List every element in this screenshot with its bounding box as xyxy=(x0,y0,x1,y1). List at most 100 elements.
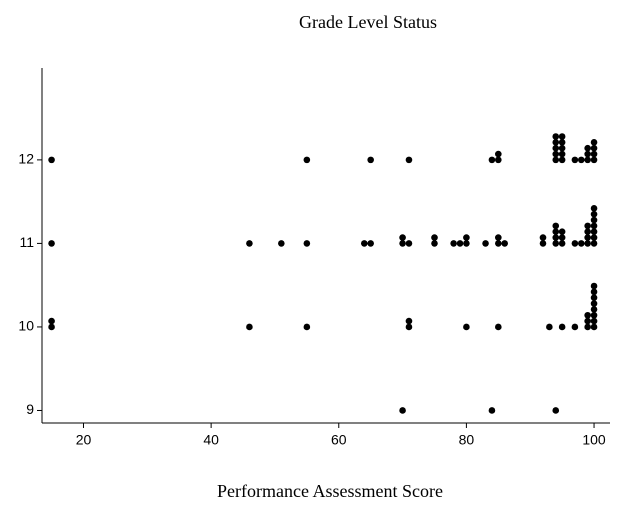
data-point xyxy=(48,156,55,164)
data-point xyxy=(488,156,496,164)
data-point xyxy=(399,407,406,414)
data-point xyxy=(590,300,598,307)
data-point xyxy=(539,240,547,247)
data-point xyxy=(405,240,413,247)
data-point xyxy=(405,156,413,164)
data-point xyxy=(584,240,591,247)
data-point xyxy=(48,317,55,325)
data-point xyxy=(431,240,438,247)
data-point xyxy=(495,323,502,331)
y-tick-label: 10 xyxy=(18,318,34,334)
data-point xyxy=(590,282,598,290)
data-point xyxy=(450,240,457,247)
data-point xyxy=(571,323,579,331)
data-point xyxy=(546,323,553,331)
y-tick-label: 11 xyxy=(19,234,34,250)
data-point xyxy=(558,228,566,236)
data-point xyxy=(501,240,508,247)
data-point xyxy=(558,133,566,140)
data-point xyxy=(488,407,496,414)
data-point xyxy=(590,317,598,325)
data-point xyxy=(48,240,55,247)
x-tick-label: 100 xyxy=(582,432,606,448)
data-point xyxy=(590,240,598,247)
data-point xyxy=(571,240,579,247)
data-point xyxy=(552,133,560,140)
x-tick-label: 60 xyxy=(331,432,347,448)
data-point xyxy=(590,306,598,313)
data-point xyxy=(463,323,470,331)
data-point xyxy=(431,234,438,241)
data-point xyxy=(584,323,591,331)
data-point xyxy=(552,222,560,230)
data-point xyxy=(495,150,502,158)
data-point xyxy=(590,294,598,302)
data-point xyxy=(558,139,566,146)
data-point xyxy=(590,150,598,158)
data-point xyxy=(590,222,598,230)
data-point xyxy=(405,317,413,325)
data-point xyxy=(360,240,368,247)
data-point xyxy=(590,210,598,218)
data-point xyxy=(590,288,598,296)
data-point xyxy=(399,240,406,247)
data-point xyxy=(584,317,591,325)
data-point xyxy=(552,156,560,164)
data-point xyxy=(246,240,253,247)
data-point xyxy=(456,240,464,247)
x-tick-label: 80 xyxy=(459,432,475,448)
y-tick-label: 9 xyxy=(26,401,34,417)
data-point xyxy=(590,311,598,319)
data-point xyxy=(552,150,560,158)
data-point xyxy=(303,156,311,164)
data-point xyxy=(246,323,253,331)
data-point xyxy=(552,139,560,146)
data-point xyxy=(558,156,566,164)
chart-title: Grade Level Status xyxy=(299,12,437,32)
data-point xyxy=(571,156,579,164)
data-point xyxy=(590,144,598,152)
data-point xyxy=(558,150,566,158)
data-point xyxy=(463,240,470,247)
data-point xyxy=(405,323,413,331)
data-point xyxy=(584,144,591,152)
data-point xyxy=(552,407,560,414)
data-point xyxy=(558,144,566,152)
data-point xyxy=(552,228,560,236)
data-point xyxy=(558,323,566,331)
data-point xyxy=(584,234,591,241)
data-point xyxy=(590,156,598,164)
data-point xyxy=(278,240,285,247)
data-point xyxy=(552,240,560,247)
x-tick-label: 40 xyxy=(203,432,219,448)
data-point xyxy=(584,228,591,236)
data-point xyxy=(590,323,598,331)
data-point xyxy=(552,144,560,152)
data-point xyxy=(552,234,560,241)
data-point xyxy=(48,323,55,331)
data-point xyxy=(590,234,598,241)
data-point xyxy=(399,234,406,241)
data-point xyxy=(558,240,566,247)
data-point xyxy=(590,139,598,146)
data-point xyxy=(584,150,591,158)
data-point xyxy=(495,240,502,247)
data-point xyxy=(539,234,547,241)
data-point xyxy=(463,234,470,241)
data-point xyxy=(495,234,502,241)
data-point xyxy=(495,156,502,164)
data-point xyxy=(584,222,591,230)
data-point xyxy=(590,216,598,224)
data-point xyxy=(367,240,374,247)
data-point xyxy=(584,156,591,164)
data-point xyxy=(303,323,311,331)
data-point xyxy=(558,234,566,241)
x-tick-label: 20 xyxy=(76,432,92,448)
data-point xyxy=(577,156,585,164)
x-axis-label: Performance Assessment Score xyxy=(217,481,443,501)
data-point xyxy=(577,240,585,247)
data-point xyxy=(590,228,598,236)
data-point xyxy=(590,205,598,212)
y-tick-label: 12 xyxy=(18,151,34,167)
